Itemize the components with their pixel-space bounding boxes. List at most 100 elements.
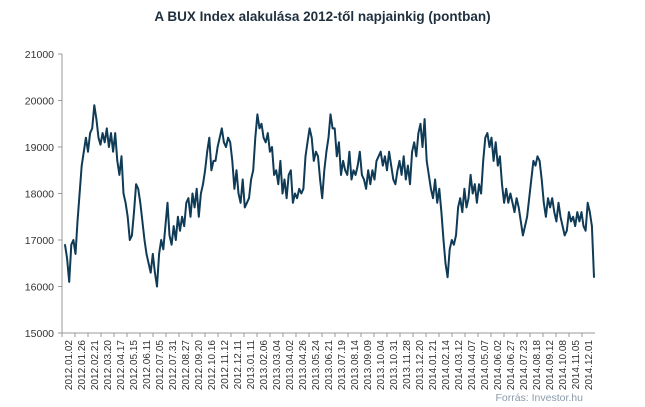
x-tick-label: 2013.02.06	[259, 340, 270, 390]
data-point	[290, 169, 292, 172]
data-point	[191, 192, 194, 195]
data-point	[124, 202, 127, 204]
data-point	[350, 178, 353, 181]
data-point	[398, 160, 401, 162]
x-tick-label: 2014.09.12	[545, 340, 556, 390]
data-point	[137, 188, 139, 190]
data-point	[202, 183, 204, 185]
data-point	[135, 183, 137, 185]
data-point	[382, 164, 384, 167]
data-point	[216, 146, 219, 148]
y-axis: 15000 16000 17000 18000 19000 20000 21000	[25, 49, 63, 340]
data-point	[465, 206, 468, 209]
data-point	[340, 174, 342, 176]
data-point	[313, 160, 315, 162]
data-point	[559, 216, 562, 218]
data-point	[179, 229, 181, 232]
data-point	[375, 160, 378, 162]
data-point	[394, 183, 397, 185]
data-point	[400, 174, 403, 176]
data-point	[85, 136, 87, 139]
data-point	[476, 202, 478, 204]
data-point	[327, 136, 330, 139]
data-point	[195, 188, 198, 190]
data-point	[229, 141, 231, 144]
data-point	[152, 253, 154, 255]
data-point	[110, 132, 112, 134]
data-point	[511, 202, 514, 204]
data-point	[446, 276, 449, 279]
data-point	[455, 234, 457, 237]
data-point	[363, 178, 365, 181]
data-point	[252, 169, 254, 172]
data-point	[200, 192, 202, 195]
data-point	[448, 248, 451, 251]
x-tick-label: 2014.04.07	[467, 340, 478, 390]
x-tick-label: 2012.07.05	[155, 340, 166, 390]
data-point	[68, 281, 70, 283]
data-point	[356, 164, 359, 167]
data-point	[553, 211, 556, 213]
data-point	[522, 234, 524, 237]
data-point	[64, 243, 66, 246]
data-point	[413, 141, 416, 144]
data-point	[425, 160, 428, 162]
data-point	[319, 178, 321, 181]
data-point	[93, 104, 96, 106]
x-tick-label: 2014.02.14	[441, 340, 452, 390]
data-point	[459, 197, 462, 199]
x-tick-label: 2012.02.21	[90, 340, 101, 390]
x-tick-label: 2013.08.14	[350, 340, 361, 390]
data-point	[346, 174, 349, 176]
data-point	[149, 271, 152, 274]
data-point	[83, 150, 85, 153]
x-tick-label: 2014.11.05	[571, 340, 582, 390]
x-tick-label: 2012.08.27	[181, 340, 192, 390]
data-point	[478, 183, 480, 185]
data-point	[365, 188, 367, 190]
data-point	[352, 169, 355, 172]
data-point	[513, 211, 516, 213]
data-point	[354, 174, 357, 176]
data-point	[273, 174, 275, 176]
data-point	[530, 178, 533, 181]
data-point	[66, 257, 68, 260]
x-tick-label: 2012.06.11	[142, 340, 153, 390]
x-tick-label: 2013.09.09	[363, 340, 374, 390]
data-point	[329, 113, 332, 116]
data-point	[442, 239, 445, 241]
data-point	[204, 169, 206, 172]
data-point	[576, 211, 579, 213]
x-tick-label: 2013.06.21	[324, 340, 335, 390]
data-point	[106, 127, 108, 130]
data-point	[170, 243, 173, 246]
data-point	[369, 183, 372, 185]
data-point	[277, 183, 280, 185]
data-point	[386, 169, 388, 172]
data-point	[323, 169, 326, 172]
data-point	[515, 197, 518, 199]
data-point	[344, 169, 347, 172]
x-tick-label: 2013.10.04	[376, 340, 387, 390]
data-point	[520, 220, 522, 223]
data-point	[509, 192, 512, 195]
data-point	[241, 178, 244, 181]
data-point	[185, 202, 188, 204]
data-point	[95, 118, 98, 120]
data-point	[484, 136, 487, 139]
data-point	[206, 150, 208, 153]
data-point	[227, 136, 229, 139]
data-point	[557, 202, 560, 204]
data-point	[254, 136, 257, 139]
data-point	[434, 178, 436, 181]
data-point	[428, 174, 430, 176]
data-point	[367, 169, 370, 172]
x-tick-label: 2013.10.31	[389, 340, 400, 390]
data-point	[80, 164, 83, 167]
data-point	[430, 188, 432, 190]
data-point	[373, 178, 376, 181]
data-point	[262, 136, 265, 139]
plot-area	[64, 104, 595, 288]
data-point	[494, 141, 497, 144]
